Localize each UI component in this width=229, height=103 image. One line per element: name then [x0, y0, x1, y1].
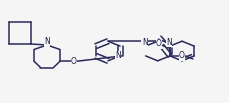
Text: O: O: [155, 39, 161, 48]
Text: N: N: [165, 38, 171, 47]
Text: N: N: [44, 37, 50, 46]
Text: N: N: [141, 38, 147, 47]
Text: O: O: [178, 51, 184, 60]
Text: O: O: [71, 57, 77, 66]
Text: N: N: [115, 51, 120, 60]
